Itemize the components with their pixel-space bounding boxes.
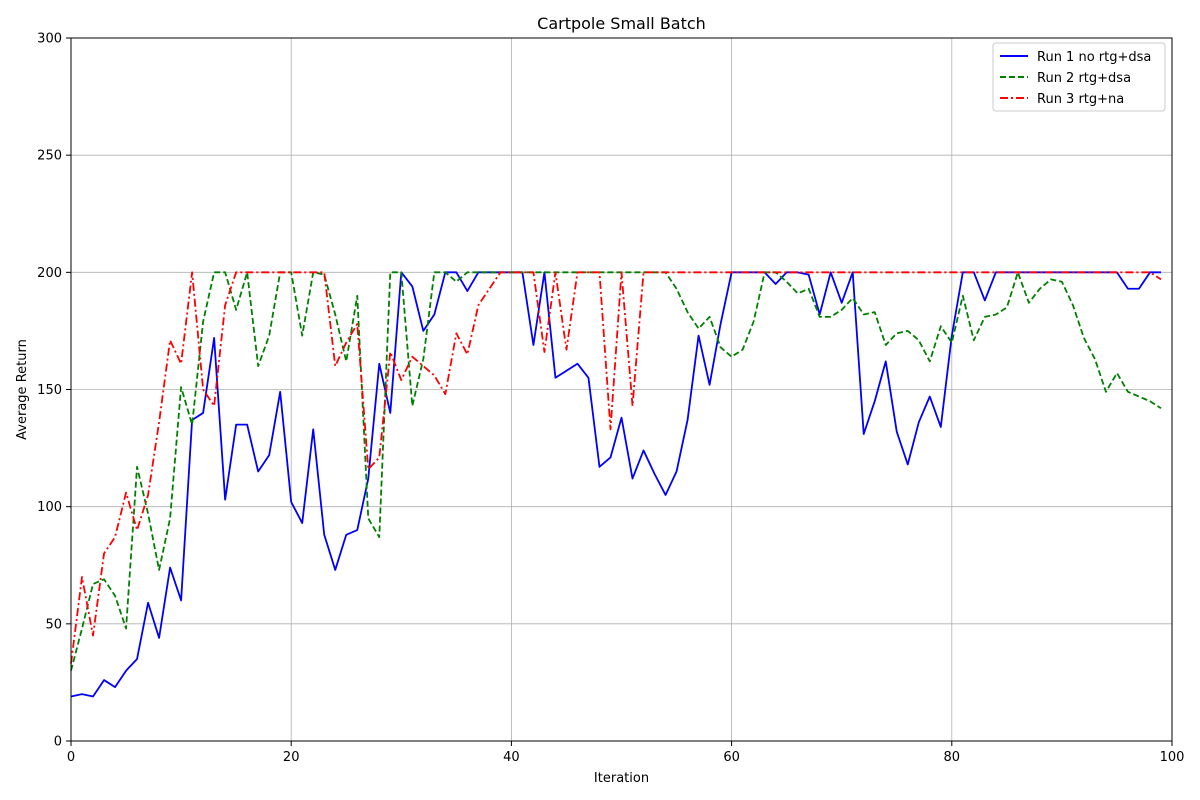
x-tick-label: 20 <box>283 750 300 765</box>
x-tick-label: 80 <box>944 750 961 765</box>
chart-title: Cartpole Small Batch <box>537 14 706 33</box>
x-tick-label: 0 <box>67 750 75 765</box>
x-axis-label: Iteration <box>594 771 649 786</box>
x-tick-label: 40 <box>503 750 520 765</box>
x-tick-label: 100 <box>1160 750 1185 765</box>
series-line-run1 <box>70 271 1161 698</box>
y-tick-label: 0 <box>54 735 62 750</box>
legend-label-run3: Run 3 rtg+na <box>1037 92 1124 107</box>
x-tick-label: 60 <box>723 750 740 765</box>
legend-box <box>992 42 1166 112</box>
y-tick-label: 250 <box>37 149 62 164</box>
plot-series <box>70 271 1162 698</box>
series-line-run2 <box>70 271 1162 671</box>
y-tick-label: 100 <box>37 500 62 515</box>
y-tick-label: 50 <box>45 617 62 632</box>
axis-ticks: 0 20 40 60 80 100 0 50 100 150 200 250 300 <box>37 32 1184 766</box>
y-tick-label: 200 <box>37 266 62 281</box>
y-tick-label: 300 <box>37 32 62 47</box>
series-line-run3 <box>70 271 1162 664</box>
legend: Run 1 no rtg+dsa Run 2 rtg+dsa Run 3 rtg… <box>992 42 1166 112</box>
legend-label-run1: Run 1 no rtg+dsa <box>1037 50 1151 65</box>
legend-label-run2: Run 2 rtg+dsa <box>1037 71 1131 86</box>
y-axis-label: Average Return <box>15 339 30 440</box>
y-tick-label: 150 <box>37 383 62 398</box>
